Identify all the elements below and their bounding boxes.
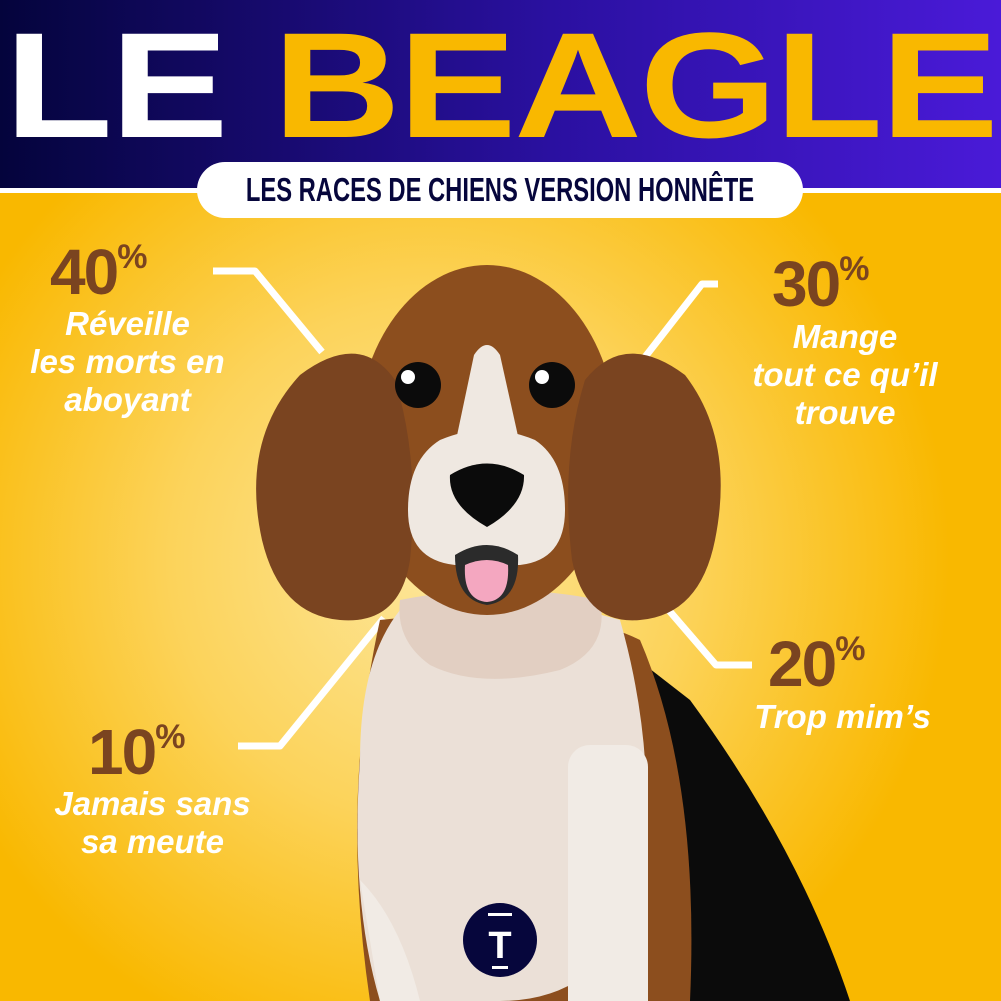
dog-right-ear [568, 353, 721, 621]
page-title: LE BEAGLE [0, 10, 1001, 160]
title-beagle: BEAGLE [272, 1, 999, 169]
dog-tongue [464, 560, 509, 602]
callout-line-10 [238, 615, 387, 750]
dog-nose [449, 463, 525, 527]
title-le: LE [4, 1, 229, 169]
logo-bar-bottom [492, 966, 508, 969]
dog-right-eye [529, 362, 575, 408]
stat-20-label: Trop mim’s [754, 698, 931, 735]
callout-lines [213, 267, 752, 750]
dog-front-leg [568, 745, 648, 1001]
subtitle: LES RACES DE CHIENS VERSION HONNÊTE [245, 171, 755, 208]
callout-line-40 [213, 267, 325, 355]
stat-30-value: 30% [772, 248, 869, 320]
stat-10-label: Jamais sans sa meute [54, 785, 251, 860]
dog-neck [399, 590, 602, 679]
dog-left-leg [360, 880, 420, 1001]
header-banner [0, 0, 1001, 188]
dog-left-eye [395, 362, 441, 408]
stat-40-value: 40% [50, 236, 147, 308]
dog-left-ear [256, 353, 413, 621]
callout-line-30 [642, 280, 718, 360]
logo-badge [463, 903, 537, 977]
dog-left-eye-highlight [401, 370, 415, 384]
logo-bar-top [488, 913, 512, 916]
subtitle-pill: LES RACES DE CHIENS VERSION HONNÊTE [197, 162, 803, 218]
callout-line-20 [657, 597, 752, 669]
dog-right-eye-highlight [535, 370, 549, 384]
logo-letter: T [488, 925, 511, 967]
stat-10-value: 10% [88, 716, 185, 788]
stat-20-value: 20% [768, 628, 865, 700]
dog-blaze [455, 345, 520, 445]
stat-30-label: Mange tout ce qu’il trouve [752, 318, 938, 431]
stat-40-label: Réveille les morts en aboyant [30, 305, 225, 418]
